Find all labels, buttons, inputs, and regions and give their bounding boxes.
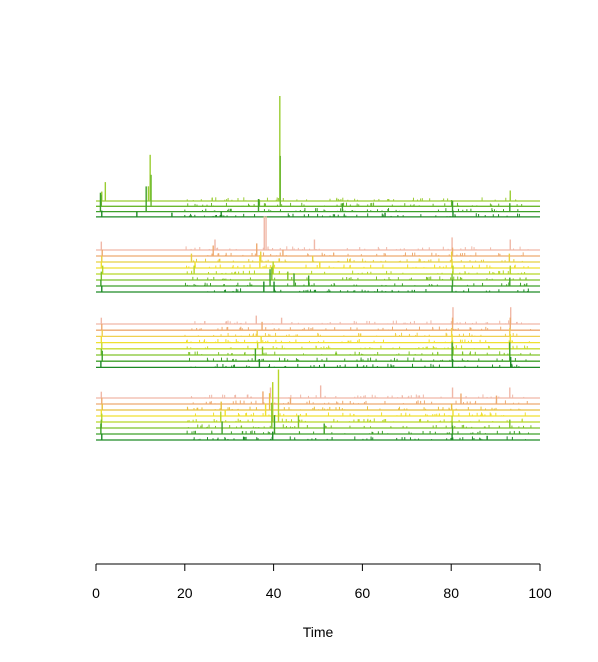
- trace-group-4: [96, 369, 540, 441]
- trace-group-1: [96, 96, 540, 218]
- trace-series-3-6: [96, 346, 540, 356]
- trace-series-1-1: [96, 96, 540, 202]
- trace-series-3-5: [96, 340, 540, 350]
- trace-series-3-2: [96, 317, 540, 331]
- x-tick-label: 20: [177, 585, 193, 601]
- trace-series-2-8: [96, 281, 540, 293]
- trace-series-4-4: [96, 403, 540, 417]
- trace-series-2-3: [96, 251, 540, 263]
- trace-series-2-1: [96, 216, 540, 251]
- trace-series-1-3: [96, 186, 540, 213]
- trace-series-2-7: [96, 269, 540, 287]
- trace-series-2-6: [96, 267, 540, 281]
- trace-series-2-4: [96, 255, 540, 269]
- trace-series-2-2: [96, 243, 540, 257]
- trace-series-4-1: [96, 385, 540, 399]
- chart-traces: [96, 96, 540, 441]
- trace-series-4-7: [96, 415, 540, 435]
- x-tick-label: 80: [443, 585, 459, 601]
- trace-series-3-7: [96, 342, 540, 362]
- x-tick-label: 40: [266, 585, 282, 601]
- trace-series-3-8: [96, 356, 540, 369]
- x-tick-label: 100: [528, 585, 552, 601]
- trace-series-3-4: [96, 334, 540, 344]
- trace-series-4-3: [96, 393, 540, 411]
- trace-series-3-1: [96, 307, 540, 325]
- x-axis-ticks: 0 20 40 60 80 100: [92, 564, 552, 601]
- trace-series-1-2: [96, 155, 540, 207]
- trace-group-2: [96, 216, 540, 293]
- trace-series-4-2: [96, 391, 540, 405]
- trace-group-3: [96, 307, 540, 369]
- x-tick-label: 60: [355, 585, 371, 601]
- x-axis: 0 20 40 60 80 100: [92, 563, 552, 601]
- trace-series-4-8: [96, 431, 540, 441]
- x-tick-label: 0: [92, 585, 100, 601]
- x-axis-title: Time: [303, 624, 334, 640]
- trace-series-4-5: [96, 369, 540, 423]
- trace-series-1-4: [96, 210, 540, 218]
- trace-series-3-3: [96, 328, 540, 338]
